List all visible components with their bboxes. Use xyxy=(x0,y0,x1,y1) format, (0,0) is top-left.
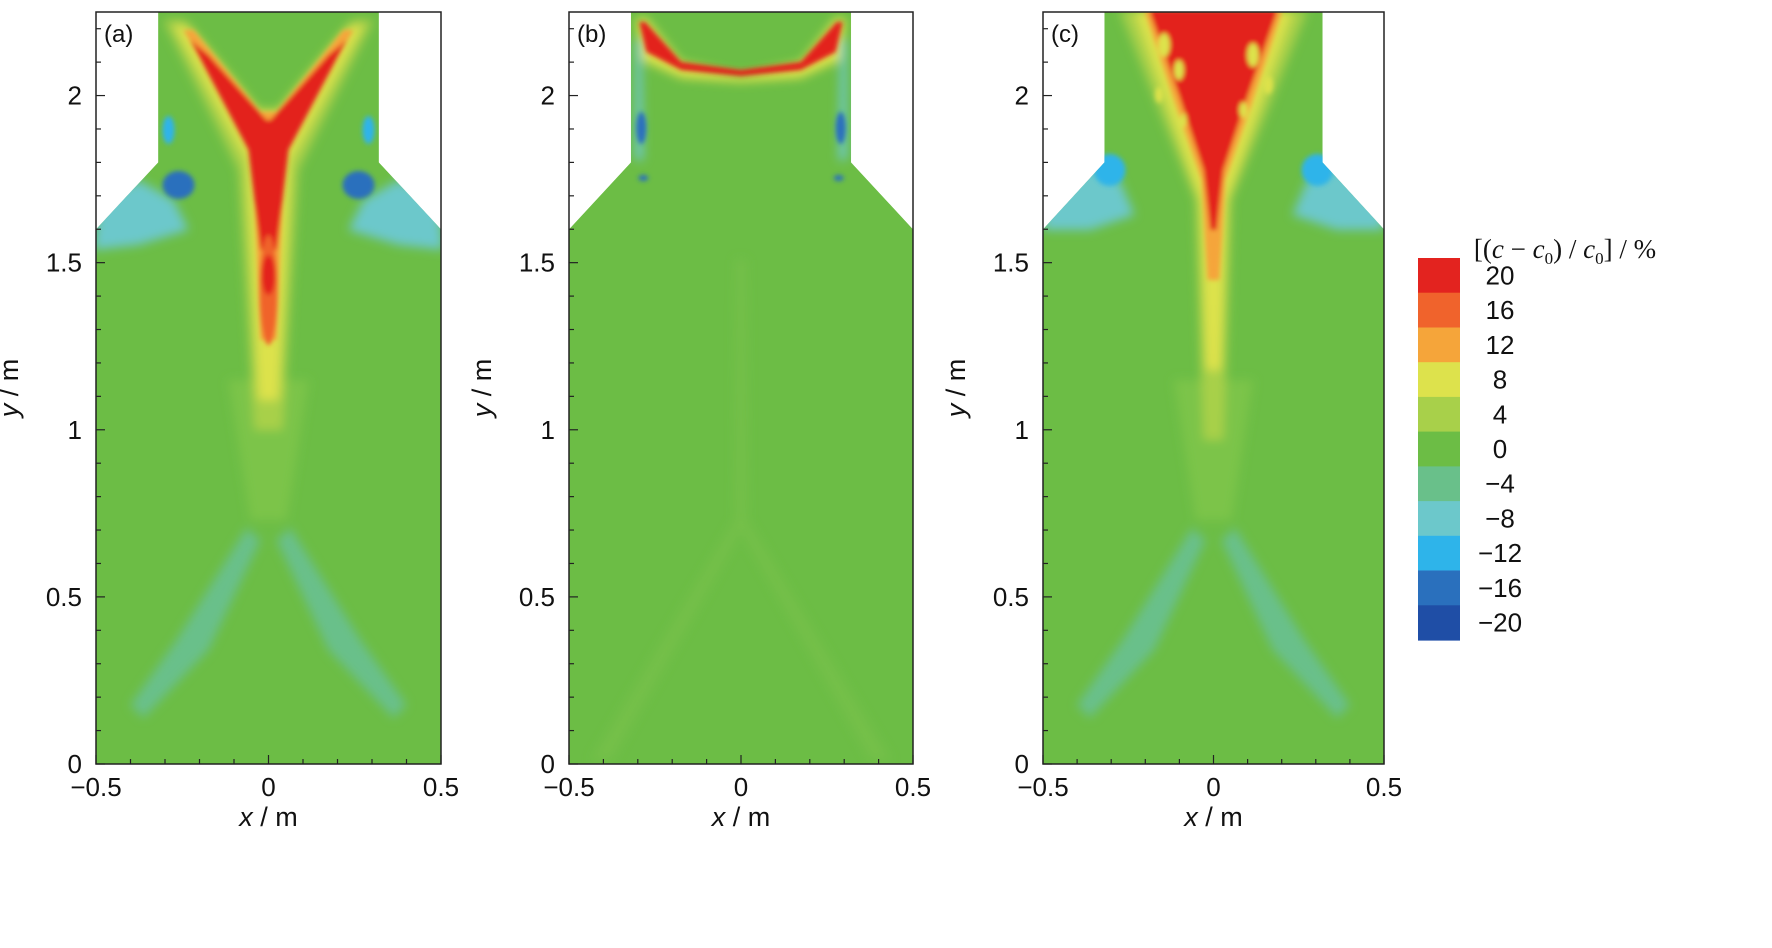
x-axis-label: x / m xyxy=(1182,802,1243,832)
central-halo xyxy=(228,380,309,520)
wedge-right xyxy=(1221,528,1350,718)
colorbar-label: −20 xyxy=(1478,608,1522,638)
contour-region xyxy=(1158,33,1170,57)
contour-region xyxy=(1155,87,1164,103)
y-axis-label: y / m xyxy=(467,359,497,420)
y-tick-label: 1.5 xyxy=(46,248,82,278)
colorbar-swatch xyxy=(1418,362,1460,398)
x-tick-label: 0.5 xyxy=(1366,772,1402,802)
contour-field xyxy=(1043,12,1384,764)
contour-region xyxy=(636,112,647,144)
colorbar-label: 8 xyxy=(1493,365,1507,395)
y-tick-label: 2 xyxy=(1015,81,1029,111)
x-axis-label: x / m xyxy=(710,802,771,832)
panel-c: 00.511.52−0.5 0 0.5x / my / m(c) xyxy=(941,11,1402,832)
y-tick-label: 0.5 xyxy=(993,582,1029,612)
colorbar-swatch xyxy=(1418,327,1460,363)
panel-label: (b) xyxy=(577,21,606,48)
colorbar-title: [(c − c0) / c0] / % xyxy=(1474,234,1656,268)
y-tick-label: 0.5 xyxy=(519,582,555,612)
y-tick-label: 0.5 xyxy=(46,582,82,612)
x-tick-label: 0.5 xyxy=(895,772,931,802)
contour-region xyxy=(362,116,375,144)
wedge-left xyxy=(130,528,261,718)
x-tick-label: 0 xyxy=(1206,772,1220,802)
colorbar-label: 0 xyxy=(1493,434,1507,464)
y-tick-label: 1 xyxy=(68,415,82,445)
y-tick-label: 0 xyxy=(1015,749,1029,779)
contour-field xyxy=(96,12,441,764)
x-tick-label: −0.5 xyxy=(70,772,121,802)
colorbar-swatch xyxy=(1418,466,1460,502)
colorbar-label: 20 xyxy=(1486,260,1515,290)
x-axis-label: x / m xyxy=(237,802,298,832)
contour-region xyxy=(1093,154,1126,186)
wedge-right xyxy=(276,528,407,718)
x-tick-label: 0 xyxy=(261,772,275,802)
contour-region xyxy=(1174,60,1184,80)
colorbar-swatch xyxy=(1418,501,1460,537)
contour-region xyxy=(162,171,195,199)
colorbar-label: 16 xyxy=(1486,295,1515,325)
faint-band xyxy=(591,520,747,760)
contour-region xyxy=(1247,43,1259,67)
contour-field xyxy=(569,12,913,764)
colorbar-swatch xyxy=(1418,605,1460,641)
contour-region xyxy=(1239,102,1248,118)
colorbar-swatch xyxy=(1418,431,1460,467)
contour-region xyxy=(342,171,375,199)
colorbar-label: 4 xyxy=(1493,399,1507,429)
contour-region xyxy=(1301,154,1334,186)
colorbar-label: −12 xyxy=(1478,538,1522,568)
contour-region xyxy=(261,255,276,295)
panel-a: 00.511.52−0.500.5x / my / m(a) xyxy=(0,11,459,832)
central-halo xyxy=(1174,380,1253,520)
faint-band xyxy=(735,260,747,520)
faint-band xyxy=(735,520,891,760)
contour-region xyxy=(1263,76,1273,94)
y-tick-label: 2 xyxy=(68,81,82,111)
y-tick-label: 1.5 xyxy=(993,248,1029,278)
x-tick-label: −0.5 xyxy=(1017,772,1068,802)
wedge-left xyxy=(1077,528,1206,718)
colorbar-swatch xyxy=(1418,570,1460,606)
y-tick-label: 0 xyxy=(68,749,82,779)
y-tick-label: 1 xyxy=(1015,415,1029,445)
contour-region xyxy=(190,40,347,250)
colorbar-label: −4 xyxy=(1485,469,1515,499)
y-axis-label: y / m xyxy=(941,359,971,420)
colorbar-label: −16 xyxy=(1478,573,1522,603)
y-tick-label: 2 xyxy=(541,81,555,111)
panel-b: 00.511.52−0.5 0 0.5x / my / m(b) xyxy=(467,11,931,832)
contour-region xyxy=(835,112,846,144)
contour-region xyxy=(638,175,649,181)
colorbar-swatch xyxy=(1418,258,1460,294)
y-tick-label: 0 xyxy=(541,749,555,779)
y-tick-label: 1.5 xyxy=(519,248,555,278)
x-tick-label: 0 xyxy=(734,772,748,802)
colorbar-swatch xyxy=(1418,535,1460,572)
colorbar-label: 12 xyxy=(1486,330,1515,360)
colorbar-swatch xyxy=(1418,292,1460,328)
y-tick-label: 1 xyxy=(541,415,555,445)
panel-label: (c) xyxy=(1051,21,1079,48)
panel-label: (a) xyxy=(104,21,133,48)
y-axis-label: y / m xyxy=(0,359,24,420)
x-tick-label: −0.5 xyxy=(543,772,594,802)
contour-region xyxy=(1180,113,1187,127)
contour-region xyxy=(833,175,844,181)
x-tick-label: 0.5 xyxy=(423,772,459,802)
colorbar: [(c − c0) / c0] / % 20 16 12 8 4 0 −4 −8 −12 −16 −… xyxy=(1418,234,1656,641)
contour-region xyxy=(162,116,175,144)
colorbar-label: −8 xyxy=(1485,504,1515,534)
colorbar-swatch xyxy=(1418,396,1460,433)
